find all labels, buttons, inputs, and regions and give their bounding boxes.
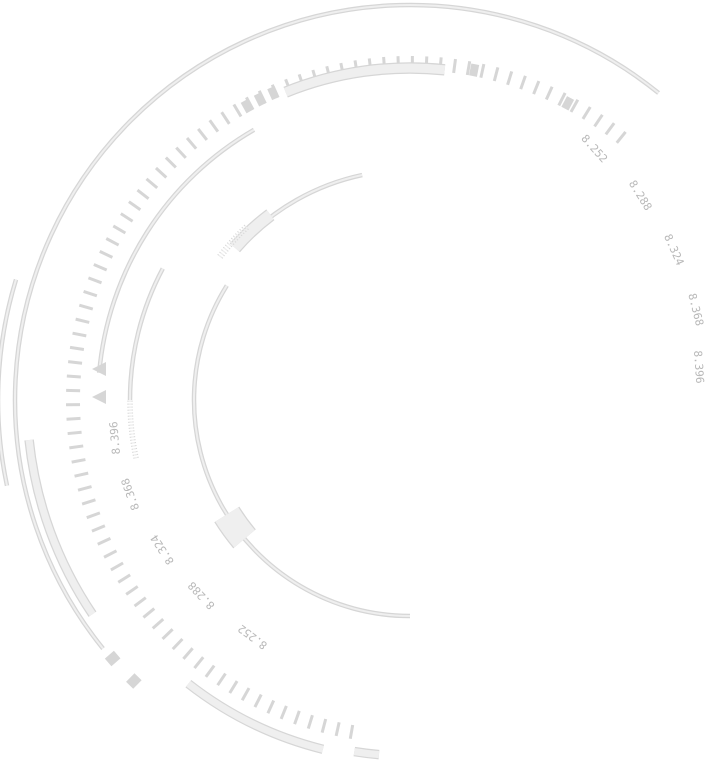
core-arc: [191, 284, 411, 619]
tick-mark: [306, 714, 314, 730]
tick-mark: [185, 137, 198, 150]
square-marker: [240, 98, 254, 114]
tick-mark: [86, 511, 101, 520]
outer-arc: [12, 2, 660, 650]
scale-label: 8.396: [691, 350, 707, 384]
top-inner-arc: [240, 172, 363, 245]
tick-mark: [99, 250, 114, 259]
tick-mark: [103, 549, 118, 559]
tick-mark: [593, 113, 604, 128]
square-marker: [126, 673, 142, 689]
tick-mark: [293, 710, 301, 725]
tick-mark: [81, 498, 96, 506]
tick-mark: [136, 188, 150, 200]
tick-mark: [506, 70, 514, 86]
tick-mark: [128, 200, 142, 212]
tick-mark: [334, 721, 341, 737]
tick-mark: [615, 130, 627, 144]
tick-mark: [151, 617, 165, 630]
tick-mark: [452, 58, 457, 74]
square-marker: [104, 650, 121, 667]
tick-mark: [171, 637, 184, 651]
bottom-block: [353, 746, 380, 760]
tick-mark: [125, 585, 139, 596]
inner-arc: [96, 127, 256, 374]
tick-mark: [161, 628, 174, 641]
core-block: [214, 506, 256, 549]
tick-mark: [479, 63, 486, 79]
tick-mark: [77, 485, 92, 492]
tick-mark: [78, 303, 94, 311]
bottom-thick-arc: [185, 679, 325, 754]
tick-mark: [145, 177, 159, 190]
tick-mark: [69, 444, 84, 450]
tick-mark: [220, 111, 231, 125]
top-inner-dots: [217, 223, 250, 259]
tick-mark: [182, 647, 194, 660]
tick-mark: [74, 471, 89, 478]
tick-mark: [604, 122, 616, 136]
square-marker: [253, 92, 267, 107]
tick-mark: [83, 289, 98, 298]
tick-mark: [120, 212, 134, 223]
tick-mark: [133, 596, 147, 608]
tick-mark: [110, 561, 124, 572]
triangle-marker-icon: [92, 390, 106, 404]
tick-mark: [519, 75, 527, 90]
top-thick-arc: [283, 62, 446, 98]
tick-mark: [208, 119, 220, 133]
tick-mark: [67, 430, 82, 436]
tick-mark: [569, 98, 580, 113]
tick-mark: [72, 331, 87, 338]
tick-mark: [253, 693, 263, 708]
tick-mark: [117, 573, 131, 584]
tick-mark: [228, 680, 239, 694]
tick-mark: [87, 276, 103, 285]
tick-mark: [142, 607, 156, 619]
far-left-arc: [0, 278, 19, 487]
tick-mark: [492, 67, 500, 82]
tick-mark: [66, 416, 81, 421]
top-inner-block: [229, 209, 275, 253]
tick-mark: [266, 699, 276, 714]
tick-mark: [97, 537, 112, 546]
square-marker: [267, 85, 280, 101]
tick-mark: [320, 718, 328, 733]
tick-mark: [348, 724, 355, 740]
tick-mark: [532, 80, 541, 95]
tick-mark: [67, 360, 83, 365]
tick-mark: [175, 146, 187, 159]
tick-mark: [197, 128, 209, 141]
tick-mark: [154, 166, 168, 179]
tick-mark: [71, 458, 86, 464]
tick-mark: [105, 237, 120, 247]
tick-mark: [465, 60, 472, 76]
dotted-arc: [127, 399, 139, 459]
tick-mark: [91, 524, 106, 533]
tick-mark: [240, 687, 251, 702]
tick-mark: [581, 106, 592, 120]
square-marker: [469, 63, 480, 77]
square-marker: [561, 96, 575, 111]
tick-mark: [557, 92, 567, 107]
tick-mark: [544, 86, 554, 101]
triangle-marker-icon: [92, 362, 106, 376]
tick-mark: [204, 664, 216, 678]
scale-label: 8.396: [107, 420, 123, 455]
tick-mark: [75, 317, 90, 324]
tick-mark: [232, 103, 243, 118]
tick-mark: [69, 345, 85, 351]
tick-mark: [193, 656, 205, 670]
tick-mark: [112, 224, 127, 235]
tick-mark: [164, 156, 177, 169]
tick-mark: [216, 672, 227, 687]
inner-arc-2: [127, 267, 165, 401]
left-thick-arc: [24, 439, 97, 617]
tick-mark: [66, 374, 81, 379]
tick-mark: [279, 705, 288, 720]
tick-mark: [93, 263, 108, 272]
